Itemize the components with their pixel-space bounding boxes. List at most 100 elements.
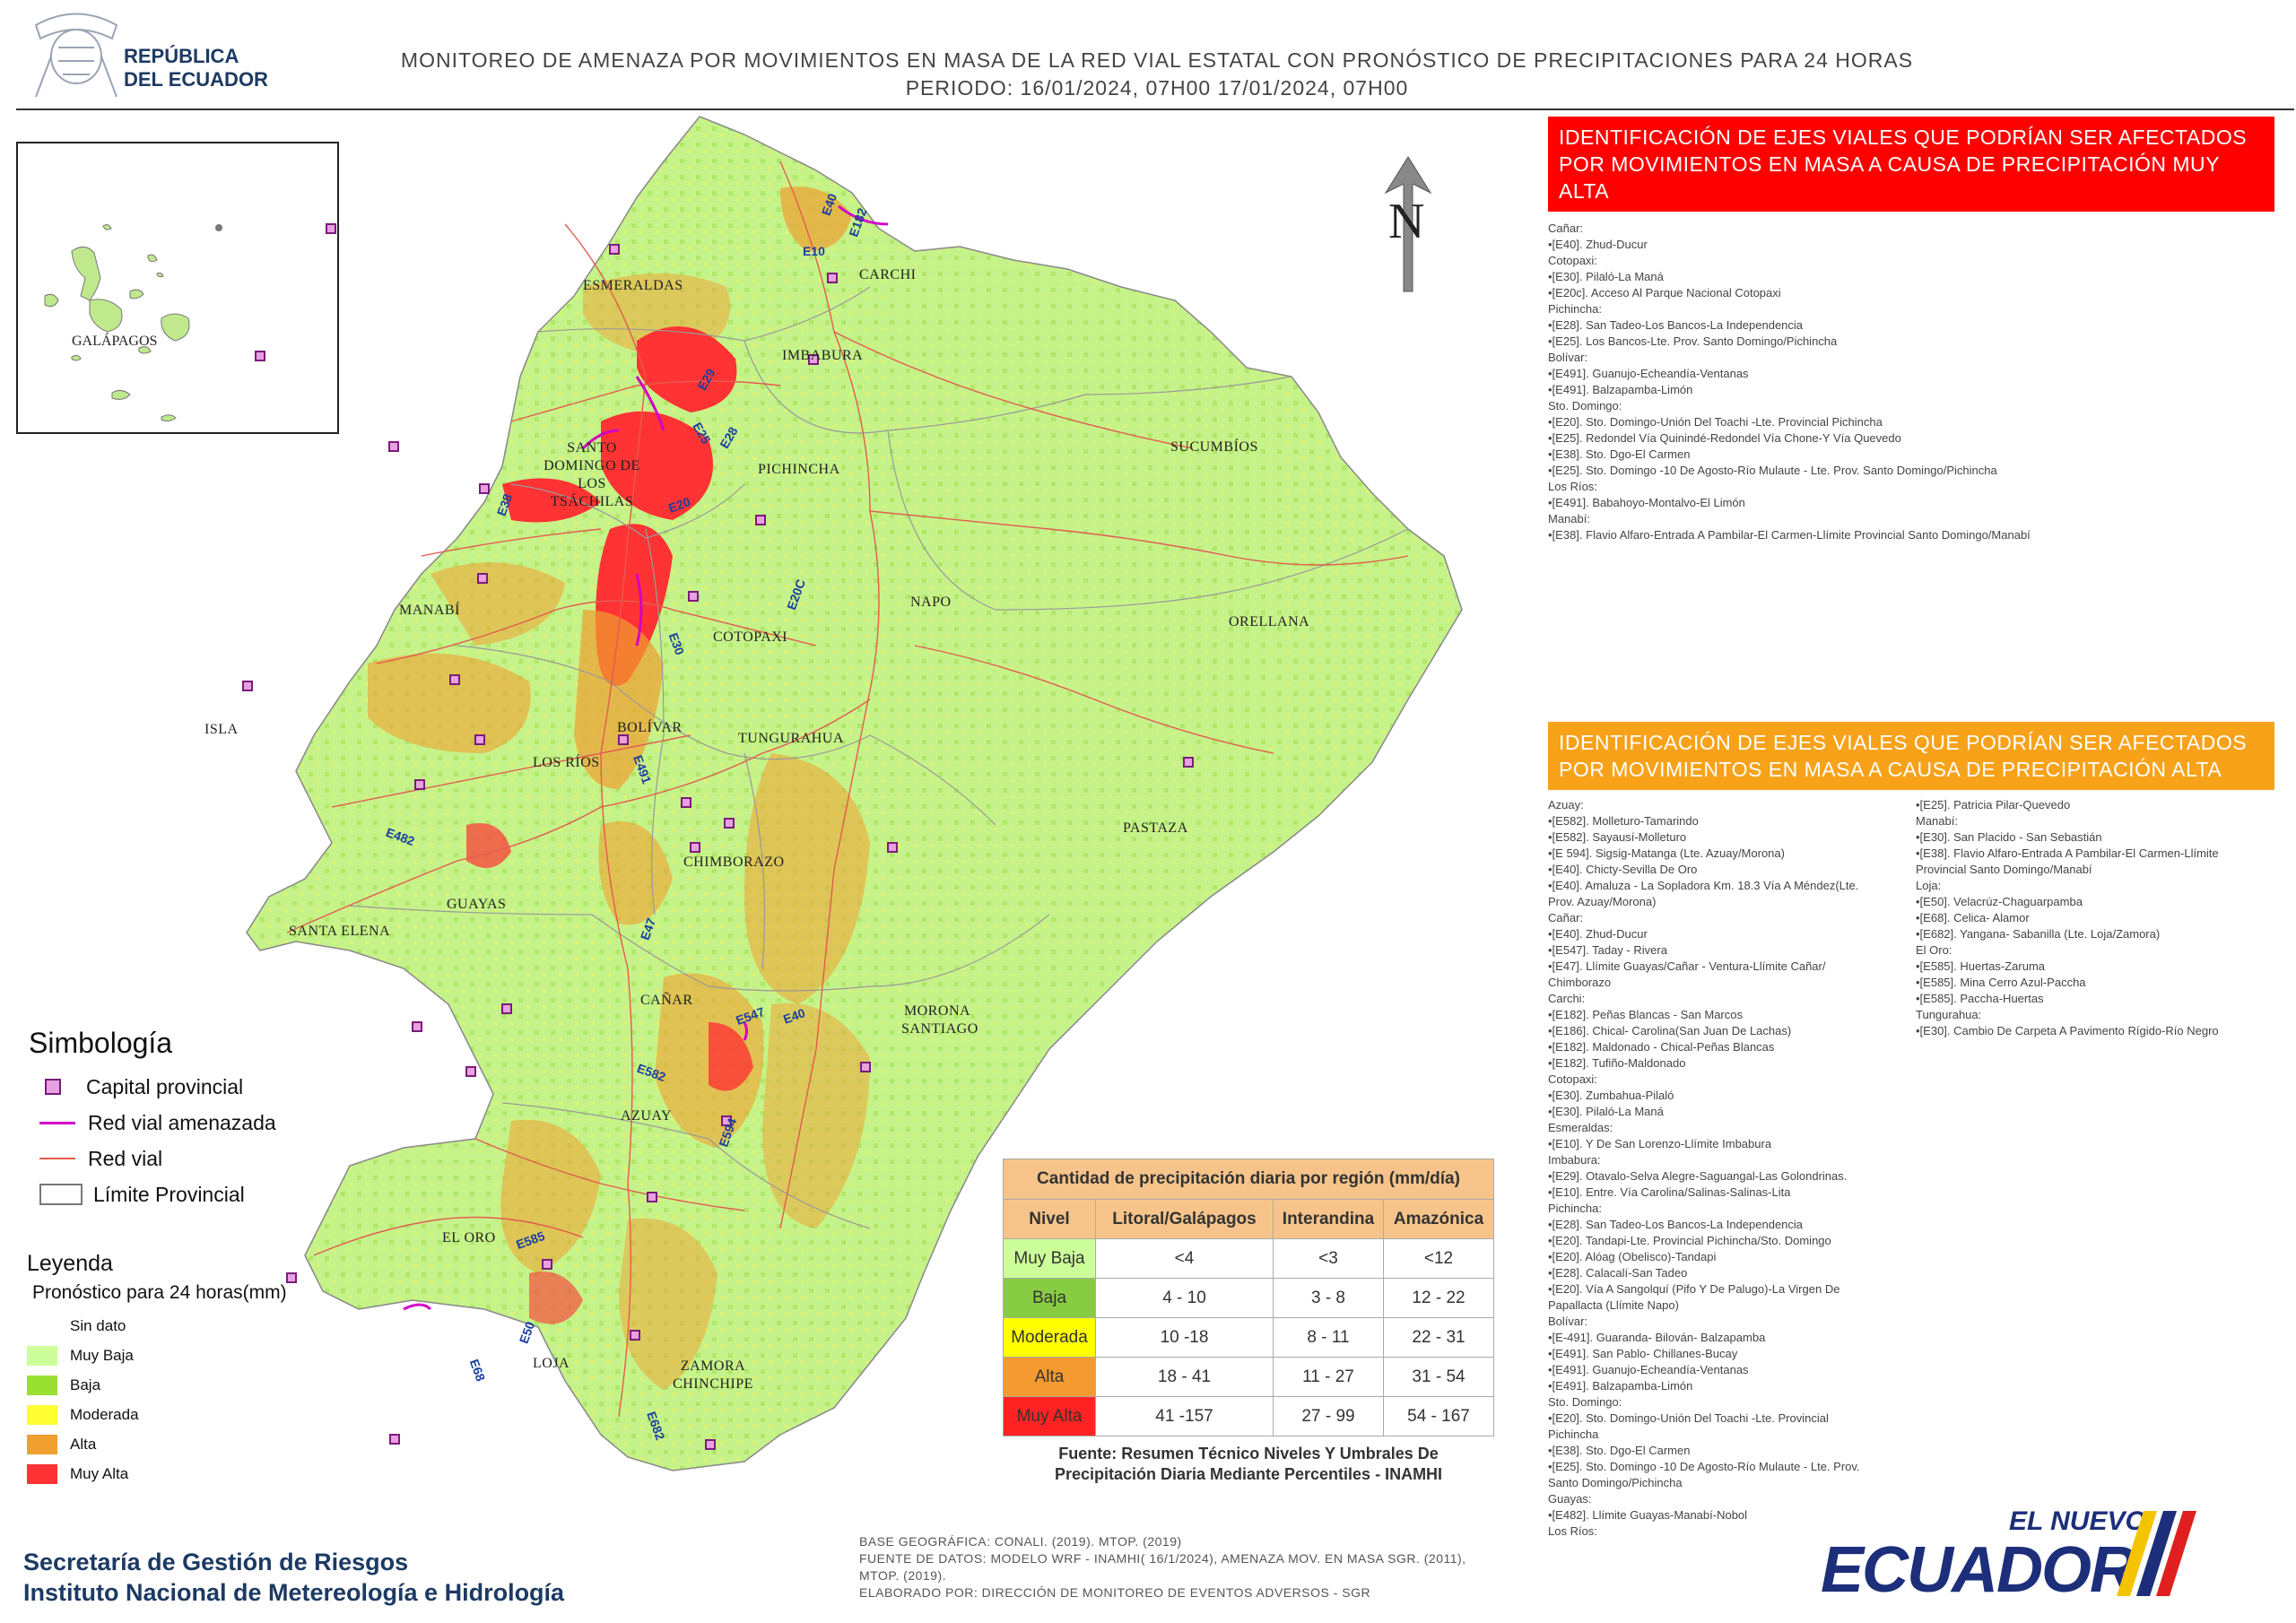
legend-item: Moderada (27, 1400, 287, 1429)
province-el-oro: EL ORO (442, 1230, 496, 1245)
symbology-title: Simbología (29, 1027, 173, 1059)
table-cell: 8 - 11 (1273, 1317, 1384, 1358)
road-item: •[E182]. Maldonado - Chical-Peñas Blanca… (1548, 1040, 1775, 1054)
table-cell: <12 (1383, 1238, 1494, 1279)
high-list-col2: •[E25]. Patricia Pilar-Quevedo Manabí: •[E… (1916, 797, 2274, 1540)
road-item: Chimborazo (1548, 976, 1612, 989)
table-cell: 54 - 167 (1383, 1396, 1494, 1436)
road-item: •[E25]. Sto. Domingo -10 De Agosto-Río M… (1548, 1460, 1860, 1473)
table-header: Nivel (1003, 1199, 1096, 1239)
road-item: •[E682]. Yangana- Sabanilla (Lte. Loja/Z… (1916, 927, 2161, 941)
road-item: •[E20c]. Acceso Al Parque Nacional Cotop… (1548, 286, 1781, 299)
road-item: Bolívar: (1548, 351, 1588, 364)
road-item: •[E38]. Flavio Alfaro-Entrada A Pambilar… (1548, 528, 2031, 542)
road-item: •[E25]. Sto. Domingo -10 De Agosto-Río M… (1548, 464, 1997, 477)
road-label: E10 (803, 244, 825, 258)
high-list-col1: Azuay: •[E582]. Molleturo-Tamarindo •[E582… (1548, 797, 1916, 1540)
road-item: •[E585]. Huertas-Zaruma (1916, 959, 2045, 973)
road-item: Pichincha: (1548, 1202, 1602, 1215)
road-item: •[E582]. Molleturo-Tamarindo (1548, 814, 1699, 828)
legend-items: Sin dato Muy Baja Baja Moderada Alta Muy Alta (27, 1311, 287, 1488)
map-title: MONITOREO DE AMENAZA POR MOVIMIENTOS EN … (400, 48, 1914, 100)
road-item: •[E491]. Guanujo-Echeandía-Ventanas (1548, 367, 1749, 380)
legend-swatch (27, 1404, 57, 1425)
table-header: Interandina (1273, 1199, 1384, 1239)
province-azuay: AZUAY (621, 1108, 673, 1124)
road-item: Cañar: (1548, 911, 1584, 924)
road-item: •[E186]. Chical- Carolina(San Juan De La… (1548, 1024, 1792, 1037)
road-icon (39, 1158, 75, 1159)
symbology-item: Red vial (39, 1141, 276, 1176)
road-item: Carchi: (1548, 992, 1586, 1005)
province-isla: ISLA (204, 722, 239, 737)
legend: Leyenda Pronóstico para 24 horas(mm) Sin… (27, 1251, 287, 1488)
road-item: •[E20]. Tandapi-Lte. Provincial Pichinch… (1548, 1234, 1831, 1247)
legend-label: Muy Baja (70, 1346, 134, 1364)
table-cell: <3 (1273, 1238, 1384, 1279)
province-loja: LOJA (533, 1356, 570, 1371)
table-level: Moderada (1003, 1317, 1096, 1358)
road-item: Manabí: (1548, 512, 1590, 525)
road-item: Pichincha: (1548, 302, 1602, 316)
road-item: •[E25]. Los Bancos-Lte. Prov. Santo Domi… (1548, 334, 1838, 348)
table-row: Alta 18 - 41 11 - 27 31 - 54 (1003, 1357, 1494, 1397)
road-item: •[E182]. Peñas Blancas - San Marcos (1548, 1008, 1743, 1021)
road-item: Los Ríos: (1548, 480, 1597, 493)
road-item: •[E10]. Y De San Lorenzo-Llímite Imbabur… (1548, 1137, 1772, 1150)
road-item: •[E38]. Sto. Dgo-El Carmen (1548, 1444, 1691, 1457)
table-row: Baja 4 - 10 3 - 8 12 - 22 (1003, 1278, 1494, 1318)
road-item: •[E50]. Velacrúz-Chaguarpamba (1916, 895, 2083, 908)
road-item: Bolívar: (1548, 1315, 1588, 1328)
coat-of-arms-icon (34, 13, 118, 98)
road-item: •[E20]. Vía A Sangolquí (Pifo Y De Palug… (1548, 1282, 1840, 1296)
road-item: Sto. Domingo: (1548, 1395, 1622, 1409)
table-cell: 31 - 54 (1383, 1357, 1494, 1397)
table-cell: 3 - 8 (1273, 1278, 1384, 1318)
road-item: •[E68]. Celica- Alamor (1916, 911, 2030, 924)
table-level: Muy Alta (1003, 1396, 1096, 1436)
road-item: Cotopaxi: (1548, 1072, 1597, 1086)
road-item: Pichincha (1548, 1428, 1599, 1441)
legend-swatch (27, 1375, 57, 1395)
table-level: Alta (1003, 1357, 1096, 1397)
road-item: •[E30]. Pilaló-La Maná (1548, 270, 1664, 283)
header-divider (16, 108, 2294, 110)
road-item: •[E-491]. Guaranda- Bilován- Balzapamba (1548, 1331, 1766, 1344)
province-zamora-chinchipe: ZAMORA CHINCHIPE (673, 1358, 753, 1392)
high-panel: IDENTIFICACIÓN DE EJES VIALES QUE PODRÍA… (1548, 722, 2274, 1540)
table-row: Muy Alta 41 -157 27 - 99 54 - 167 (1003, 1396, 1494, 1436)
road-item: •[E28]. San Tadeo-Los Bancos-La Independ… (1548, 318, 1804, 332)
province-canar: CAÑAR (640, 993, 693, 1008)
province-imbabura: IMBABURA (782, 348, 864, 363)
road-item: •[E491]. Guanujo-Echeandía-Ventanas (1548, 1363, 1749, 1376)
province-tungurahua: TUNGURAHUA (738, 731, 844, 746)
province-cotopaxi: COTOPAXI (713, 629, 788, 645)
province-manabi: MANABÍ (399, 603, 460, 618)
road-item: Guayas: (1548, 1492, 1592, 1506)
province-boundaries (349, 286, 1409, 1229)
province-pastaza: PASTAZA (1123, 820, 1188, 836)
province-orellana: ORELLANA (1229, 614, 1310, 629)
province-carchi: CARCHI (859, 267, 917, 282)
road-item: •[E40]. Amaluza - La Sopladora Km. 18.3 … (1548, 879, 1859, 892)
table-level: Baja (1003, 1278, 1096, 1318)
legend-swatch (27, 1463, 57, 1484)
legend-label: Baja (70, 1376, 101, 1393)
province-napo: NAPO (910, 595, 952, 610)
road-item: •[E38]. Sto. Dgo-El Carmen (1548, 447, 1691, 461)
very-high-list: Cañar: •[E40]. Zhud-Ducur Cotopaxi: •[E30].… (1548, 221, 2274, 543)
road-item: Manabí: (1916, 814, 1958, 828)
road-network (286, 161, 1409, 1418)
province-morona-santiago: MORONA SANTIAGO (901, 1003, 978, 1037)
legend-swatch (27, 1316, 57, 1336)
road-item: Sto. Domingo: (1548, 399, 1622, 412)
road-item: •[E491]. Balzapamba-Limón (1548, 1379, 1693, 1393)
road-item: •[E28]. Calacalí-San Tadeo (1548, 1266, 1688, 1280)
road-item: Los Ríos: (1548, 1524, 1597, 1538)
province-esmeraldas: ESMERALDAS (583, 278, 683, 293)
road-item: •[E182]. Tufiño-Maldonado (1548, 1056, 1686, 1070)
road-item: •[E20]. Sto. Domingo-Unión Del Toachi -L… (1548, 1411, 1829, 1425)
road-item: Loja: (1916, 879, 1942, 892)
road-item: •[E40]. Zhud-Ducur (1548, 238, 1648, 251)
legend-swatch (27, 1434, 57, 1454)
